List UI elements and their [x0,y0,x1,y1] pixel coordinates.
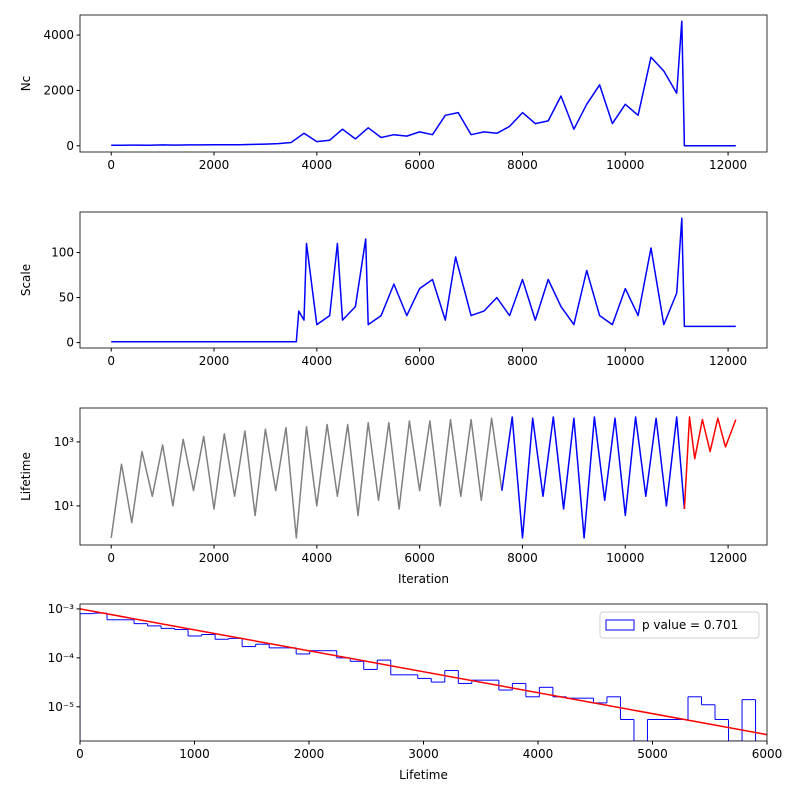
y-axis-label: Scale [19,264,33,296]
x-tick-label: 6000 [404,158,435,172]
legend-patch [605,619,635,631]
x-tick-label: 4000 [302,354,333,368]
y-axis-label: Nc [19,76,33,92]
x-tick-label: 10000 [606,354,644,368]
y-tick-label: 100 [51,246,74,260]
y-tick-label: 50 [59,291,74,305]
x-tick-label: 12000 [709,354,747,368]
x-tick-label: 2000 [199,354,230,368]
line-series [111,20,736,147]
x-tick-label: 2000 [199,551,230,565]
line-series [110,417,503,539]
legend-frame [599,611,760,639]
y-axis-label: Lifetime [19,452,33,501]
x-tick-label: 4000 [523,747,554,761]
x-tick-label: 0 [107,551,115,565]
x-tick-label: 10000 [606,551,644,565]
subplot: 0 2000 4000 6000 8000 10000 12000 0 50 100 Scale [19,211,768,368]
x-tick-label: 8000 [507,354,538,368]
x-axis-label: Iteration [398,572,449,586]
x-tick-label: 0 [76,747,84,761]
y-tick-label: 10⁻³ [48,602,75,616]
axes-frame [79,603,768,742]
x-tick-label: 10000 [606,158,644,172]
plot-area [111,20,736,147]
axes-frame [79,14,768,153]
plot-area [110,416,737,539]
x-tick-label: 0 [107,158,115,172]
subplot: 0 1000 2000 3000 4000 5000 6000 10⁻⁵ 10⁻⁴ 10⁻³ p v… [48,602,783,782]
x-tick-label: 8000 [507,158,538,172]
x-tick-label: 3000 [408,747,439,761]
line-series [683,416,737,510]
y-tick-label: 0 [66,336,74,350]
x-tick-label: 4000 [302,551,333,565]
x-tick-label: 2000 [199,158,230,172]
line-series [111,217,736,343]
subplot: 0 2000 4000 6000 8000 10000 12000 10¹ 10³ Lifetim… [19,407,768,586]
x-tick-label: 12000 [709,158,747,172]
x-tick-label: 1000 [179,747,210,761]
axes-frame [79,211,768,349]
y-tick-label: 10¹ [54,499,74,513]
x-tick-label: 6000 [404,551,435,565]
x-tick-label: 8000 [507,551,538,565]
line-series [501,416,686,539]
x-tick-label: 4000 [302,158,333,172]
legend: p value = 0.701 [599,611,760,639]
x-tick-label: 6000 [404,354,435,368]
fit-line [80,608,767,736]
y-tick-label: 4000 [43,28,74,42]
plot-area [80,608,767,741]
x-tick-label: 5000 [637,747,668,761]
legend-label: p value = 0.701 [642,618,738,632]
y-tick-label: 10⁻⁴ [48,651,75,665]
y-tick-label: 10³ [54,435,74,449]
x-tick-label: 6000 [752,747,783,761]
x-tick-label: 12000 [709,551,747,565]
plot-area [111,217,736,343]
x-axis-label: Lifetime [399,768,448,782]
y-tick-label: 2000 [43,83,74,97]
y-tick-label: 10⁻⁵ [48,700,75,714]
subplot: 0 2000 4000 6000 8000 10000 12000 0 2000 4000 Nc [19,14,768,172]
x-tick-label: 0 [107,354,115,368]
y-tick-label: 0 [66,139,74,153]
x-tick-label: 2000 [294,747,325,761]
axes-frame [79,407,768,546]
